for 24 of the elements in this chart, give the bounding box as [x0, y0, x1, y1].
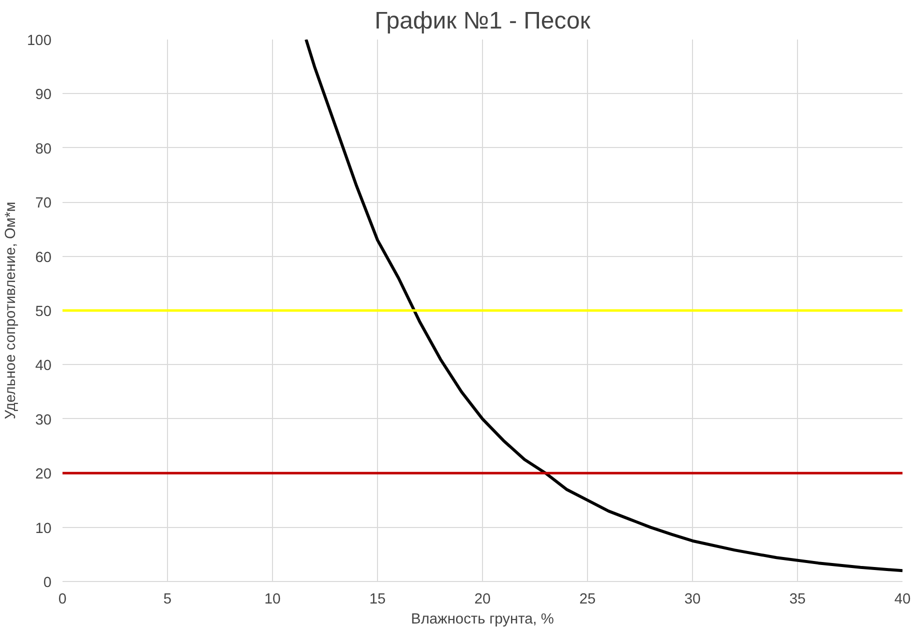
y-tick-label: 90	[35, 87, 52, 104]
y-tick-label: 60	[35, 250, 52, 266]
x-tick-label: 15	[369, 592, 386, 608]
x-axis-title: Влажность грунта, %	[411, 612, 554, 628]
y-tick-label: 10	[35, 520, 52, 537]
y-tick-label: 70	[35, 196, 52, 212]
y-tick-label: 100	[27, 33, 52, 49]
x-tick-label: 25	[579, 592, 596, 608]
y-tick-label: 40	[35, 358, 52, 374]
chart-title: График №1 - Песок	[374, 8, 591, 34]
y-tick-label: 30	[35, 412, 52, 428]
x-tick-label: 30	[684, 592, 701, 608]
line-series	[304, 40, 902, 572]
x-tick-label: 5	[163, 592, 172, 608]
y-tick-label: 20	[35, 466, 52, 483]
y-tick-label: 50	[35, 304, 52, 320]
y-tick-label: 0	[43, 575, 52, 591]
x-tick-label: 10	[264, 592, 281, 608]
y-tick-label: 80	[35, 141, 52, 158]
x-tick-label: 20	[474, 592, 491, 608]
x-tick-label: 40	[894, 592, 911, 608]
x-tick-label: 0	[58, 592, 67, 608]
x-tick-label: 35	[789, 592, 806, 608]
y-axis-title: Удельное сопротивление, Ом*м	[3, 202, 20, 420]
